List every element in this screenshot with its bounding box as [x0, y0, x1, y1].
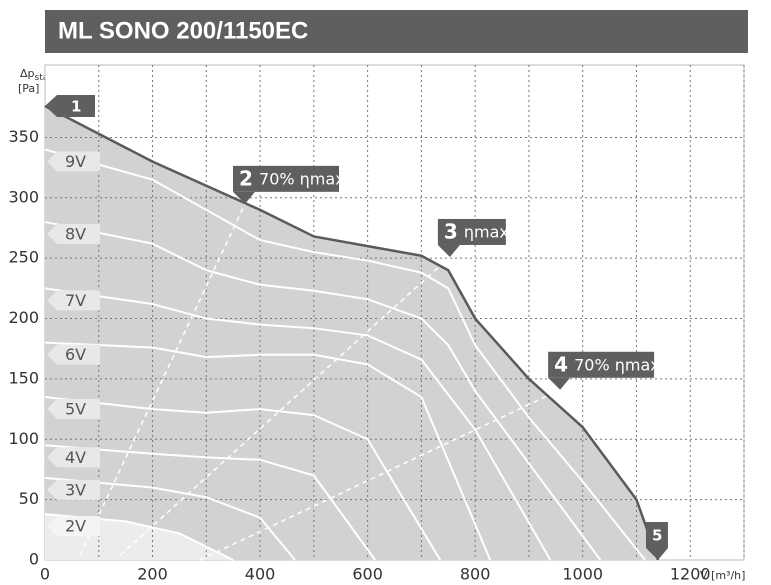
chart-title: ML SONO 200/1150EC: [58, 17, 308, 44]
tag-pointer: [645, 548, 668, 560]
efficiency-line: [199, 389, 561, 561]
tag-number: 5: [652, 527, 662, 545]
legend-label: 3V: [65, 480, 86, 499]
tag-number: 4: [554, 352, 568, 376]
voltage-tag: [47, 223, 100, 244]
legend-label: 4V: [65, 448, 86, 467]
y-label: Δpstat: [20, 67, 52, 83]
x-tick-label: 800: [460, 565, 491, 584]
x-tick-label: 1200: [670, 565, 711, 584]
legend-label: 2V: [65, 517, 86, 536]
tag-shape: [548, 351, 655, 378]
title-banner: [45, 10, 748, 53]
tag-text: 70% ηmax: [259, 169, 345, 188]
tag-shape: [645, 522, 668, 548]
voltage-curve: [44, 287, 552, 561]
voltage-curve: [44, 444, 376, 561]
point-tag: 5: [645, 522, 668, 560]
point-tag: 3 ηmax: [437, 218, 509, 257]
x-tick-label: 600: [352, 565, 383, 584]
voltage-curve: [44, 476, 296, 561]
point-tag: 2 70% ηmax: [233, 165, 345, 204]
point-tag: 4 70% ηmax: [548, 351, 660, 390]
tag-shape: [233, 165, 340, 192]
y-tick-label: 300: [8, 187, 39, 206]
voltage-tag: [47, 290, 100, 311]
point-tag: 1: [45, 95, 95, 118]
x-tick-label: 400: [245, 565, 276, 584]
y-tick-label: 100: [8, 429, 39, 448]
x-tick-label: 200: [137, 565, 168, 584]
tag-pointer: [437, 244, 460, 257]
legend-label: 5V: [65, 400, 86, 419]
tag-shape: [437, 218, 506, 245]
voltage-tag: [47, 516, 100, 537]
y-tick-label: 150: [8, 368, 39, 387]
legend-label: 9V: [65, 152, 86, 171]
voltage-tag: [47, 344, 100, 365]
voltage-curve: [44, 148, 646, 561]
tag-text: ηmax: [464, 222, 509, 241]
tag-number: 2: [239, 166, 253, 190]
y-label-symbol: Δp: [20, 67, 35, 80]
y-label-sub: stat: [35, 73, 53, 83]
y-tick-label: 0: [29, 550, 39, 569]
voltage-tag: [47, 399, 100, 420]
legend-label: 8V: [65, 224, 86, 243]
voltage-tag: [47, 151, 100, 172]
legend-label: 6V: [65, 345, 86, 364]
y-tick-label: 350: [8, 127, 39, 146]
efficiency-line: [119, 256, 451, 556]
tag-text: 70% ηmax: [574, 355, 660, 374]
tag-number: 1: [71, 98, 81, 116]
tag-pointer: [548, 377, 571, 390]
y-tick-label: 250: [8, 248, 39, 267]
tag-shape: [45, 95, 95, 118]
x-label-symbol: V̇: [700, 569, 708, 582]
y-tick-label: 200: [8, 308, 39, 327]
voltage-curve: [44, 220, 602, 561]
voltage-tag: [47, 447, 100, 468]
x-tick-label: 0: [40, 565, 50, 584]
x-label: V̇ [m³/h]: [700, 569, 745, 582]
max-curve: [44, 104, 660, 561]
voltage-curve: [44, 341, 492, 561]
x-tick-label: 1000: [562, 565, 603, 584]
x-label-unit: [m³/h]: [711, 569, 745, 582]
voltage-curve: [44, 396, 442, 561]
y-label-unit: [Pa]: [18, 82, 39, 95]
efficiency-line: [79, 203, 246, 556]
y-tick-label: 50: [19, 489, 39, 508]
legend-label: 7V: [65, 291, 86, 310]
voltage-tag: [47, 479, 100, 500]
tag-pointer: [233, 191, 256, 204]
tag-number: 3: [444, 219, 458, 243]
